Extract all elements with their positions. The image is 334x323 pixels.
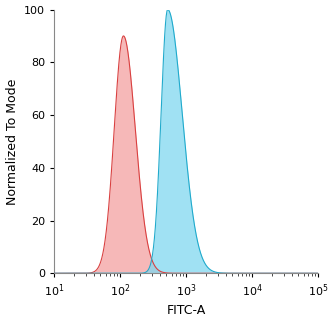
X-axis label: FITC-A: FITC-A <box>167 305 206 318</box>
Y-axis label: Normalized To Mode: Normalized To Mode <box>6 78 19 204</box>
